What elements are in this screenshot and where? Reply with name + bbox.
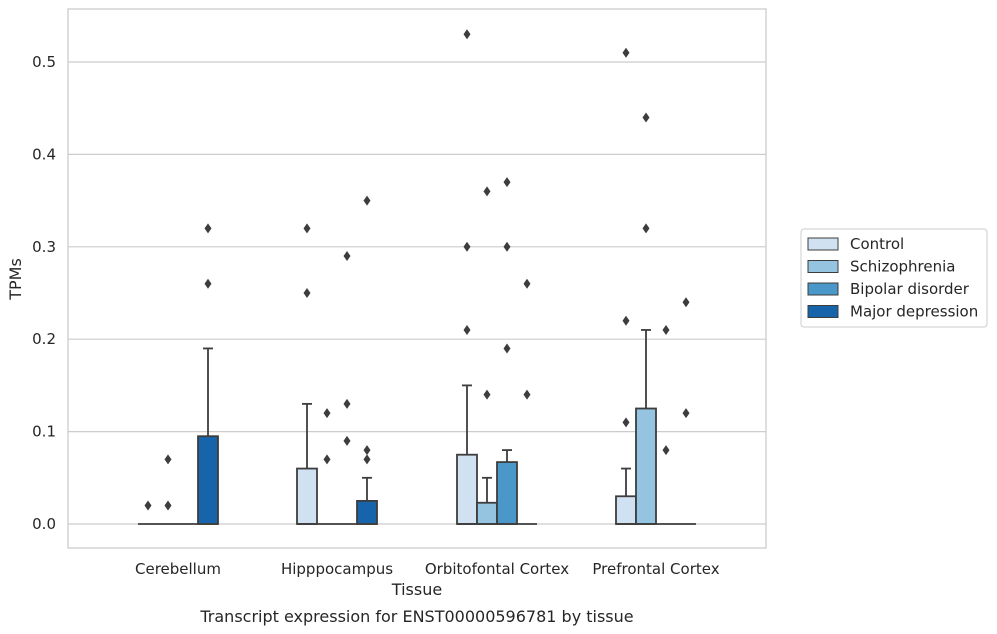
legend-swatch: [807, 305, 839, 318]
outlier-point: [503, 177, 511, 188]
legend-label: Bipolar disorder: [850, 280, 970, 298]
outlier-point: [642, 223, 650, 234]
box: [635, 407, 657, 525]
y-tick-label: 0.5: [32, 53, 56, 71]
box-group: [476, 186, 498, 525]
box-group: [296, 223, 318, 525]
box-group: [456, 29, 478, 525]
legend-label: Schizophrenia: [850, 258, 955, 276]
legend-item: Schizophrenia: [807, 258, 955, 276]
outlier-point: [662, 324, 670, 335]
legend-item: Bipolar disorder: [807, 280, 970, 298]
legend-label: Major depression: [850, 303, 978, 321]
x-tick-label: Orbitofontal Cortex: [425, 560, 569, 578]
x-tick-label: Hipppocampus: [281, 560, 393, 578]
outlier-point: [323, 408, 331, 419]
box-group: [356, 195, 378, 525]
outlier-point: [363, 454, 371, 465]
y-tick-label: 0.2: [32, 330, 56, 348]
outlier-point: [682, 408, 690, 419]
box-group: [656, 324, 676, 525]
box: [476, 501, 498, 525]
outlier-point: [483, 389, 491, 400]
box: [296, 467, 318, 525]
box-group: [337, 251, 357, 525]
outlier-point: [343, 251, 351, 262]
box-group: [496, 177, 518, 525]
plot-frame: [67, 8, 767, 549]
outlier-point: [303, 223, 311, 234]
boxes-layer: [138, 29, 696, 525]
chart-caption: Transcript expression for ENST0000059678…: [199, 607, 633, 626]
outlier-point: [363, 195, 371, 206]
outlier-point: [503, 241, 511, 252]
box-group: [517, 278, 537, 525]
outlier-point: [204, 223, 212, 234]
y-axis-label: TPMs: [6, 258, 25, 301]
y-tick-label: 0.0: [32, 515, 56, 533]
box-group: [676, 297, 696, 525]
legend-item: Major depression: [807, 303, 978, 321]
outlier-point: [343, 435, 351, 446]
legend-swatch: [807, 282, 839, 296]
outlier-point: [463, 29, 471, 40]
box: [456, 453, 478, 525]
x-tick-label: Cerebellum: [135, 560, 221, 578]
outlier-point: [483, 186, 491, 197]
outlier-point: [682, 297, 690, 308]
outlier-point: [523, 278, 531, 289]
box-group: [615, 47, 637, 525]
outlier-point: [204, 278, 212, 289]
outlier-point: [164, 500, 172, 511]
box-group: [158, 454, 178, 525]
outlier-point: [463, 324, 471, 335]
legend-item: Control: [807, 235, 904, 253]
outlier-point: [144, 500, 152, 511]
box-group: [197, 223, 219, 525]
x-axis-label: Tissue: [391, 580, 442, 599]
outlier-point: [503, 343, 511, 354]
box-group: [635, 112, 657, 525]
grid-lines: [68, 61, 766, 525]
x-axis: Cerebellum Hipppocampus Orbitofontal Corte…: [135, 560, 720, 578]
box: [197, 435, 219, 525]
outlier-point: [164, 454, 172, 465]
outlier-point: [622, 47, 630, 58]
box-group: [317, 408, 337, 525]
outlier-point: [622, 315, 630, 326]
outlier-point: [523, 389, 531, 400]
box-group: [138, 500, 158, 525]
box: [496, 461, 518, 525]
y-tick-label: 0.3: [32, 238, 56, 256]
y-tick-label: 0.1: [32, 423, 56, 441]
legend-swatch: [807, 237, 839, 251]
legend-frame: [800, 228, 988, 328]
outlier-point: [463, 241, 471, 252]
box: [615, 495, 637, 525]
outlier-point: [343, 398, 351, 409]
x-tick-label: Prefrontal Cortex: [592, 560, 719, 578]
legend-swatch: [807, 260, 839, 273]
outlier-point: [303, 288, 311, 298]
outlier-point: [363, 445, 371, 456]
outlier-point: [662, 445, 670, 456]
box: [356, 499, 378, 525]
outlier-point: [642, 112, 650, 123]
y-tick-label: 0.4: [32, 145, 56, 163]
legend-label: Control: [850, 235, 904, 253]
outlier-point: [323, 454, 331, 465]
y-axis: 0.0 0.1 0.2 0.3 0.4 0.5: [32, 53, 56, 533]
legend: Control Schizophrenia Bipolar disorder Majo…: [800, 228, 988, 328]
outlier-point: [622, 417, 630, 428]
